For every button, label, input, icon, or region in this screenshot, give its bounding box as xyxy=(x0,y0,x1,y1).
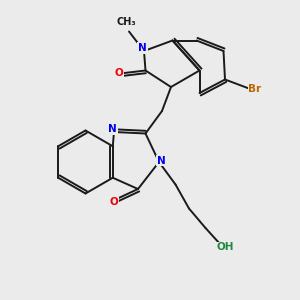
Text: N: N xyxy=(157,155,166,166)
Text: O: O xyxy=(114,68,123,79)
Text: Br: Br xyxy=(248,83,262,94)
Text: N: N xyxy=(138,43,147,53)
Text: N: N xyxy=(108,124,117,134)
Text: CH₃: CH₃ xyxy=(116,17,136,27)
Text: OH: OH xyxy=(216,242,234,253)
Text: O: O xyxy=(110,197,118,207)
